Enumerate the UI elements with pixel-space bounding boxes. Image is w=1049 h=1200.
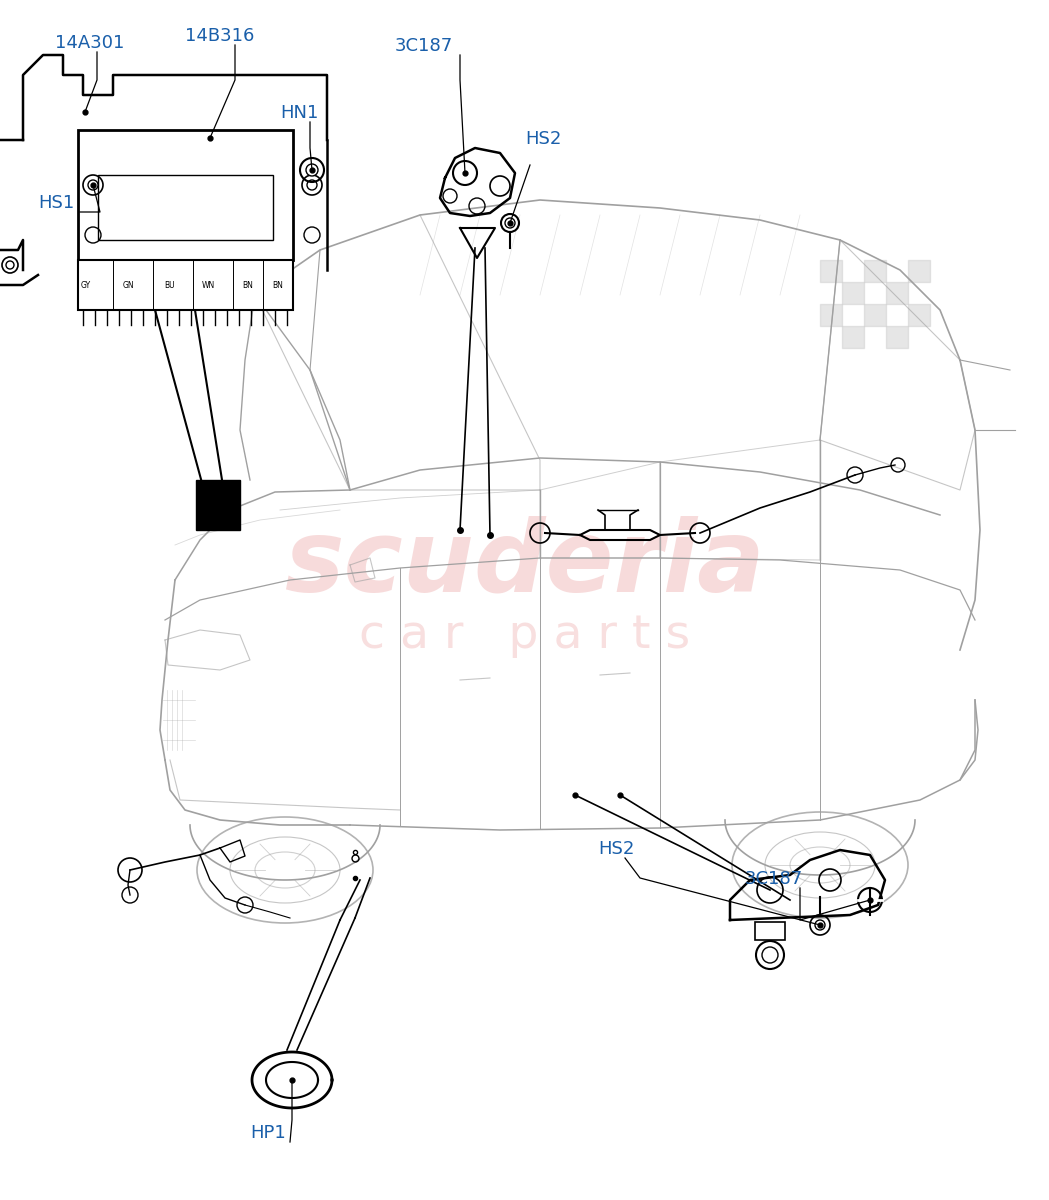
- Bar: [196, 480, 240, 530]
- Bar: [864, 304, 886, 326]
- Bar: [78, 260, 293, 310]
- Text: HS2: HS2: [598, 840, 635, 858]
- Bar: [842, 326, 864, 348]
- Bar: [98, 175, 273, 240]
- Bar: [886, 282, 908, 304]
- Text: BN: BN: [273, 281, 283, 289]
- Text: HS1: HS1: [38, 194, 74, 212]
- Bar: [755, 922, 785, 940]
- Circle shape: [762, 947, 778, 962]
- Text: c a r   p a r t s: c a r p a r t s: [359, 613, 690, 659]
- Text: BN: BN: [242, 281, 254, 289]
- Text: 3C187: 3C187: [745, 870, 804, 888]
- Bar: [820, 260, 842, 282]
- Text: 14A301: 14A301: [55, 34, 125, 52]
- Bar: [908, 304, 930, 326]
- Text: HN1: HN1: [280, 104, 319, 122]
- Text: 3C187: 3C187: [395, 37, 453, 55]
- Text: scuderia: scuderia: [284, 516, 765, 612]
- Circle shape: [505, 218, 515, 228]
- Bar: [886, 326, 908, 348]
- Text: GN: GN: [122, 281, 134, 289]
- Text: 14B316: 14B316: [185, 26, 254, 44]
- Bar: [78, 130, 293, 260]
- Text: WN: WN: [201, 281, 215, 289]
- Circle shape: [307, 180, 317, 190]
- Circle shape: [88, 180, 98, 190]
- Text: BU: BU: [165, 281, 175, 289]
- Bar: [820, 304, 842, 326]
- Text: HP1: HP1: [250, 1124, 285, 1142]
- Bar: [908, 260, 930, 282]
- Circle shape: [6, 260, 14, 269]
- Bar: [842, 282, 864, 304]
- Text: GY: GY: [81, 281, 91, 289]
- Bar: [864, 260, 886, 282]
- Circle shape: [306, 164, 318, 176]
- Text: HS2: HS2: [524, 130, 561, 148]
- Circle shape: [815, 920, 825, 930]
